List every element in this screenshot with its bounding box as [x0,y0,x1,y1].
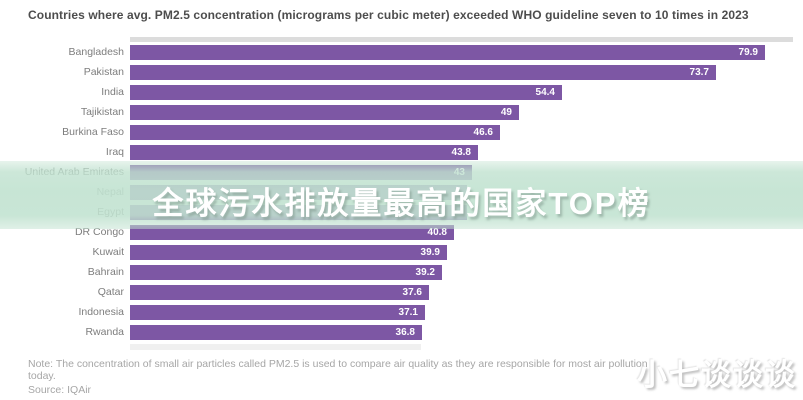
bar-value-label: 54.4 [535,86,555,98]
bar-value-label: 39.2 [415,266,435,278]
chart-row: Kuwait 39.9 [0,242,803,262]
chart-row: Burkina Faso 46.6 [0,122,803,142]
chart-row: Tajikistan 49 [0,102,803,122]
bar-value-label: 73.7 [689,66,709,78]
country-label: Qatar [97,286,124,298]
cropped-bar-remnant-top [130,37,793,42]
watermark: 小七谈谈谈 [637,359,797,392]
country-label: Tajikistan [80,106,124,118]
bar-value-label: 39.9 [420,246,440,258]
bar-track: 73.7 [130,64,803,80]
bar-value-label: 79.9 [738,46,758,58]
bar-value-label: 36.8 [395,326,415,338]
overlay-title: 全球污水排放量最高的国家TOP榜 [152,185,651,221]
bar-track: 46.6 [130,124,803,140]
bar: 37.1 [130,304,425,320]
bar-value-label: 37.6 [402,286,422,298]
country-label: India [101,86,124,98]
bar-track: 39.2 [130,264,803,280]
bar-track: 36.8 [130,324,803,340]
country-label: Kuwait [92,246,124,258]
bar-track: 37.6 [130,284,803,300]
chart-title: Countries where avg. PM2.5 concentration… [28,8,749,22]
bar-track: 37.1 [130,304,803,320]
country-label: Indonesia [78,306,124,318]
bar: 73.7 [130,64,716,80]
bar: 46.6 [130,124,500,140]
chart-row: Indonesia 37.1 [0,302,803,322]
source-text: Source: IQAir [28,384,92,396]
bar-track: 54.4 [130,84,803,100]
chart-row: Pakistan 73.7 [0,62,803,82]
bar: 36.8 [130,324,422,340]
bar: 39.2 [130,264,442,280]
bar-value-label: 49 [500,106,512,118]
cropped-bar-remnant-bottom [130,344,421,350]
overlay-banner: 全球污水排放量最高的国家TOP榜 [0,161,803,229]
bar: 39.9 [130,244,447,260]
bar: 79.9 [130,44,765,60]
chart-row: Bahrain 39.2 [0,262,803,282]
bar: 54.4 [130,84,562,100]
country-label: Bahrain [87,266,124,278]
note-text: Note: The concentration of small air par… [28,358,648,382]
bar-value-label: 46.6 [473,126,493,138]
bar-track: 43.8 [130,144,803,160]
chart-row: Rwanda 36.8 [0,322,803,342]
bar: 43.8 [130,144,478,160]
country-label: Burkina Faso [62,126,124,138]
country-label: Pakistan [83,66,124,78]
chart-row: Iraq 43.8 [0,142,803,162]
bar-value-label: 40.8 [427,226,447,238]
bar-value-label: 37.1 [398,306,418,318]
country-label: Rwanda [85,326,124,338]
bar-track: 79.9 [130,44,803,60]
bar: 37.6 [130,284,429,300]
bar: 49 [130,104,519,120]
bar-value-label: 43.8 [451,146,471,158]
chart-row: India 54.4 [0,82,803,102]
bar-track: 39.9 [130,244,803,260]
chart-row: Qatar 37.6 [0,282,803,302]
chart-row: Bangladesh 79.9 [0,42,803,62]
country-label: Bangladesh [68,46,124,58]
bar-track: 49 [130,104,803,120]
country-label: DR Congo [74,226,124,238]
country-label: Iraq [105,146,124,158]
